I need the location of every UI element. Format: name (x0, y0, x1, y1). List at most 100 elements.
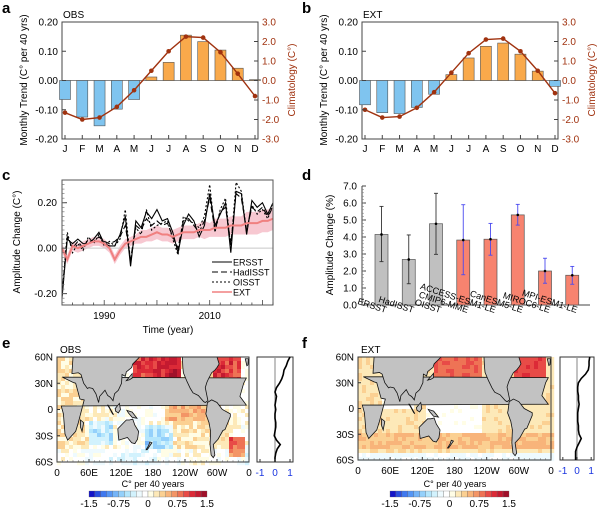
sst-cell (534, 449, 539, 454)
land-polygon (426, 372, 434, 381)
sst-cell (490, 413, 495, 418)
sst-cell (394, 449, 399, 454)
sst-cell (205, 417, 210, 422)
bar-mean-point (434, 222, 438, 226)
y-tick-label: 0.00 (339, 76, 359, 87)
sst-cell (494, 429, 499, 434)
sst-cell (390, 433, 395, 438)
sst-cell (378, 445, 383, 450)
y-tick-label-right: 0.0 (262, 76, 276, 87)
sst-cell (225, 357, 230, 362)
climatology-point (379, 115, 385, 120)
colorbar-bin (165, 490, 172, 498)
land-polygon (408, 403, 416, 414)
sst-cell (438, 417, 443, 422)
sst-cell (65, 373, 70, 378)
sst-cell (77, 429, 82, 434)
y-tick-label: 4.0 (343, 233, 357, 244)
sst-cell (522, 361, 527, 366)
climatology-point (449, 70, 454, 75)
sst-cell (237, 417, 242, 422)
sst-cell (157, 449, 162, 454)
sst-cell (101, 453, 106, 458)
sst-cell (169, 453, 174, 458)
sst-cell (394, 437, 399, 442)
sst-cell (85, 425, 90, 430)
sst-cell (406, 453, 411, 458)
sst-cell (438, 433, 443, 438)
sst-cell (474, 453, 479, 458)
sst-cell (550, 441, 555, 446)
sst-cell (370, 441, 375, 446)
sst-cell (217, 437, 222, 442)
sst-cell (534, 437, 539, 442)
sst-cell (394, 441, 399, 446)
colorbar-bin (401, 490, 408, 498)
sst-cell (245, 365, 250, 370)
sst-cell (398, 421, 403, 426)
sst-cell (546, 385, 551, 390)
sst-cell (61, 437, 66, 442)
sst-cell (494, 409, 499, 414)
sst-cell (358, 445, 363, 450)
sst-cell (161, 453, 166, 458)
sst-cell (137, 361, 142, 366)
sst-cell (542, 369, 547, 374)
sst-cell (398, 409, 403, 414)
sst-cell (498, 413, 503, 418)
sst-cell (181, 413, 186, 418)
sst-cell (185, 433, 190, 438)
climatology-point (149, 68, 154, 74)
sst-cell (237, 437, 242, 442)
sst-cell (141, 437, 146, 442)
sst-cell (65, 369, 70, 374)
sst-cell (466, 413, 471, 418)
sst-cell (522, 369, 527, 374)
sst-cell (362, 401, 367, 406)
sst-cell (510, 453, 515, 458)
sst-cell (145, 453, 150, 458)
sst-cell (410, 413, 415, 418)
sst-cell (133, 405, 138, 410)
sst-cell (506, 421, 511, 426)
sst-cell (526, 357, 531, 362)
land-polygon (80, 419, 85, 433)
sst-cell (382, 405, 387, 410)
sst-cell (486, 429, 491, 434)
panel-a-chart: 0.200.100.00-0.10-0.203.02.01.00.0-1.0-2… (35, 18, 279, 156)
sst-cell (534, 425, 539, 430)
sst-cell (177, 445, 182, 450)
sst-cell (121, 453, 126, 458)
sst-cell (61, 369, 66, 374)
sst-cell (398, 449, 403, 454)
sst-cell (410, 417, 415, 422)
sst-cell (241, 453, 246, 458)
sst-cell (141, 413, 146, 418)
sst-cell (458, 441, 463, 446)
sst-cell (362, 389, 367, 394)
sst-cell (466, 361, 471, 366)
sst-cell (245, 421, 250, 426)
sst-cell (426, 457, 431, 462)
sst-cell (105, 433, 110, 438)
sst-cell (89, 441, 94, 446)
sst-cell (201, 425, 206, 430)
panel-c-xlabel: Time (year) (143, 325, 194, 336)
sst-cell (550, 445, 555, 450)
sst-cell (113, 433, 118, 438)
sst-cell (237, 413, 242, 418)
colorbar-bin (118, 490, 125, 498)
sst-cell (466, 365, 471, 370)
sst-cell (478, 437, 483, 442)
sst-cell (89, 409, 94, 414)
sst-cell (434, 365, 439, 370)
sst-cell (394, 453, 399, 458)
sst-cell (157, 457, 162, 462)
sst-cell (466, 425, 471, 430)
sst-cell (169, 361, 174, 366)
sst-cell (137, 425, 142, 430)
sst-cell (366, 453, 371, 458)
sst-cell (117, 421, 122, 426)
sst-cell (546, 421, 551, 426)
sst-cell (177, 433, 182, 438)
